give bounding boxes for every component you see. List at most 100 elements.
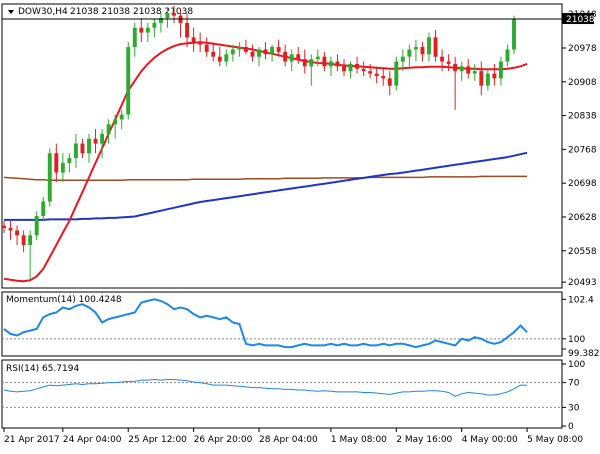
- candle-body: [21, 235, 26, 245]
- candle-body: [505, 49, 510, 62]
- candle: [21, 230, 26, 253]
- candle: [485, 68, 490, 91]
- candle-body: [459, 66, 464, 72]
- candle: [224, 49, 229, 67]
- candle: [100, 129, 105, 159]
- candle: [119, 109, 124, 130]
- candle-body: [224, 54, 229, 62]
- candle: [348, 61, 353, 79]
- candle-body: [342, 66, 346, 72]
- candle-body: [420, 47, 425, 55]
- candle: [368, 63, 373, 79]
- candle-body: [93, 138, 98, 144]
- candle-body: [100, 133, 105, 144]
- candle: [158, 13, 163, 33]
- time-tick-label: 25 Apr 12:00: [128, 435, 187, 445]
- candle: [479, 61, 484, 96]
- candle: [302, 49, 307, 74]
- candles: [2, 6, 516, 279]
- candle: [459, 61, 464, 81]
- momentum-tick-label: 100: [568, 335, 585, 345]
- candle-body: [165, 13, 170, 19]
- candle-body: [427, 37, 431, 55]
- candle: [80, 138, 85, 159]
- candle-body: [54, 153, 59, 173]
- time-tick-label: 1 May 08:00: [331, 435, 387, 445]
- candle: [237, 42, 242, 57]
- candle-body: [309, 59, 314, 67]
- candle-body: [407, 49, 412, 57]
- candle: [472, 63, 477, 81]
- candle-body: [113, 119, 118, 125]
- candle: [152, 18, 157, 38]
- candle: [309, 54, 314, 86]
- candle-body: [433, 37, 438, 57]
- candle: [204, 37, 209, 57]
- time-tick-label: 2 May 16:00: [396, 435, 452, 445]
- candle: [498, 56, 503, 86]
- candle: [250, 44, 255, 62]
- candle: [257, 47, 261, 67]
- candle: [191, 27, 196, 52]
- candle-body: [485, 73, 490, 86]
- candle-body: [217, 56, 222, 62]
- candle: [243, 39, 248, 55]
- price-tick-label: 20493: [568, 278, 597, 288]
- candle-body: [250, 51, 255, 57]
- candle: [407, 44, 412, 67]
- price-tick-label: 20838: [568, 112, 597, 122]
- ohlc-header: 21038 21038 21038 21038: [70, 7, 193, 17]
- symbol-title: DOW30,H4: [18, 7, 68, 17]
- candle: [289, 49, 294, 72]
- candle: [41, 196, 46, 221]
- candle-body: [211, 51, 216, 57]
- candle: [374, 66, 379, 84]
- candle-body: [145, 27, 150, 33]
- candle-body: [387, 78, 392, 86]
- candle-body: [139, 27, 144, 33]
- symbol-dropdown-icon[interactable]: [8, 10, 14, 14]
- candle-body: [152, 22, 157, 28]
- candle: [276, 39, 281, 57]
- time-tick-label: 5 May 08:00: [527, 435, 583, 445]
- candle-body: [15, 230, 20, 236]
- candle: [47, 148, 52, 207]
- svg-text:21038: 21038: [566, 15, 595, 25]
- candle-body: [172, 13, 176, 16]
- current-price-tag: 21038: [2, 13, 595, 25]
- rsi-pane: [1, 359, 563, 429]
- candle-body: [466, 66, 471, 74]
- candle: [217, 47, 222, 67]
- candle-body: [368, 71, 373, 74]
- candle: [60, 153, 65, 183]
- time-axis: 21 Apr 2017 24 Apr 04:00 25 Apr 12:00 26 Ap…: [3, 428, 583, 445]
- rsi-line: [3, 378, 528, 397]
- candle: [87, 133, 91, 163]
- candle: [505, 44, 510, 67]
- candle: [145, 22, 150, 43]
- candle-body: [361, 68, 366, 72]
- candle-body: [270, 47, 275, 55]
- candle-body: [400, 56, 405, 62]
- candle-body: [73, 143, 78, 159]
- price-tick-label: 20908: [568, 78, 597, 88]
- candle-body: [158, 18, 163, 23]
- candle-body: [87, 138, 91, 154]
- candle: [361, 61, 366, 76]
- candle: [342, 59, 346, 76]
- candle-body: [276, 47, 281, 52]
- candle: [296, 47, 301, 64]
- candle: [270, 44, 275, 62]
- price-tick-label: 20768: [568, 145, 597, 155]
- candle-body: [41, 201, 46, 216]
- price-tick-label: 20628: [568, 213, 597, 223]
- candle-body: [60, 162, 65, 173]
- candle: [126, 42, 131, 120]
- candle-body: [440, 56, 445, 62]
- candle: [230, 44, 235, 62]
- candle: [211, 42, 216, 62]
- price-tick-label: 20558: [568, 247, 597, 257]
- candle: [263, 42, 268, 60]
- candle: [335, 54, 340, 72]
